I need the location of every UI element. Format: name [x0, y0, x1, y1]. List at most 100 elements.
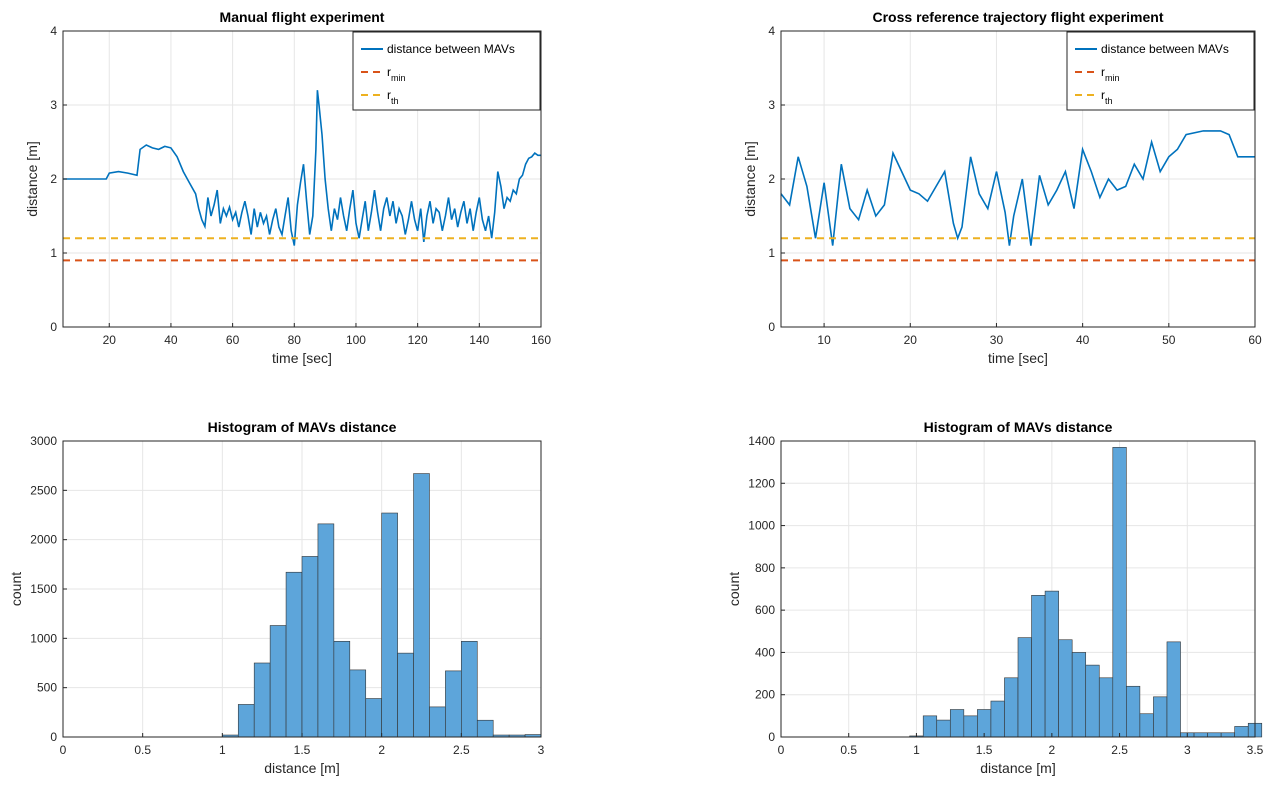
x-tick-label: 3.5 [1247, 743, 1264, 757]
y-axis-label: count [8, 572, 24, 606]
y-tick-label: 3 [768, 98, 775, 112]
histogram-bar [429, 706, 446, 738]
axes-box [780, 440, 1256, 738]
chart-title: Manual flight experiment [220, 9, 385, 25]
histogram-bar [1166, 641, 1181, 738]
histogram-bar [963, 715, 978, 738]
y-tick-label: 1500 [30, 582, 57, 596]
legend-subscript: min [1105, 73, 1120, 83]
y-tick-label: 0 [768, 320, 775, 334]
x-axis-label: time [sec] [988, 350, 1048, 366]
series-line-0 [63, 90, 541, 246]
x-tick-label: 50 [1162, 333, 1176, 347]
x-tick-label: 30 [990, 333, 1004, 347]
x-tick-label: 0.5 [134, 743, 151, 757]
chart-title: Cross reference trajectory flight experi… [873, 9, 1164, 25]
y-tick-label: 2 [768, 172, 775, 186]
x-tick-label: 0 [60, 743, 67, 757]
histogram-bar [1193, 732, 1208, 738]
x-tick-label: 40 [164, 333, 178, 347]
x-tick-label: 60 [1248, 333, 1262, 347]
y-tick-label: 0 [50, 320, 57, 334]
y-axis-label: count [726, 572, 742, 606]
x-tick-label: 160 [531, 333, 551, 347]
x-tick-label: 3 [1184, 743, 1191, 757]
y-axis-label: distance [m] [24, 141, 40, 216]
x-tick-label: 1 [913, 743, 920, 757]
legend-box [1066, 31, 1255, 111]
y-tick-label: 2000 [30, 533, 57, 547]
histogram-bar [1058, 639, 1073, 738]
legend-subscript: min [391, 73, 406, 83]
legend-label: distance between MAVs [387, 42, 515, 56]
x-axis-label: time [sec] [272, 350, 332, 366]
y-tick-label: 1400 [748, 434, 775, 448]
x-tick-label: 20 [904, 333, 918, 347]
histogram-bar [1031, 595, 1046, 738]
x-tick-label: 2 [1049, 743, 1056, 757]
histogram-bar [301, 556, 319, 738]
x-axis-label: distance [m] [264, 760, 339, 776]
histogram-bar [949, 709, 965, 738]
x-tick-label: 40 [1076, 333, 1090, 347]
chart-title: Histogram of MAVs distance [924, 419, 1113, 435]
y-tick-label: 500 [37, 681, 57, 695]
histogram-bar [365, 698, 382, 738]
y-tick-label: 800 [755, 561, 775, 575]
histogram-bar [413, 473, 430, 738]
histogram-bar [1044, 590, 1059, 738]
x-tick-label: 2 [378, 743, 385, 757]
y-tick-label: 600 [755, 603, 775, 617]
histogram-bar [1126, 685, 1141, 738]
histogram-bar [381, 512, 398, 738]
histogram-bar [269, 625, 287, 738]
histogram-bar [977, 709, 992, 738]
y-tick-label: 4 [768, 24, 775, 38]
histogram-bar [936, 719, 951, 738]
x-tick-label: 1 [219, 743, 226, 757]
y-tick-label: 1000 [30, 631, 57, 645]
x-tick-label: 140 [469, 333, 489, 347]
y-tick-label: 2 [50, 172, 57, 186]
histogram-bar [1112, 447, 1127, 738]
histogram-bar [476, 719, 494, 738]
histogram-bar [1085, 664, 1100, 738]
histogram-bar [1207, 732, 1222, 738]
histogram-bar [1004, 677, 1019, 738]
x-tick-label: 3 [538, 743, 545, 757]
histogram-bar [922, 715, 938, 738]
legend-subscript: th [1105, 96, 1113, 106]
histogram-bar [349, 669, 367, 738]
y-tick-label: 1 [50, 246, 57, 260]
histogram-bar [397, 652, 414, 738]
y-tick-label: 1 [768, 246, 775, 260]
histogram-bar [445, 670, 462, 738]
x-tick-label: 1.5 [294, 743, 311, 757]
histogram-bar [253, 662, 271, 738]
histogram-bar [285, 571, 303, 738]
histogram-bar [1098, 677, 1114, 738]
histogram-bar [1153, 696, 1168, 738]
histogram-bar [1071, 652, 1087, 738]
y-tick-label: 0 [768, 730, 775, 744]
histogram-bar [317, 523, 335, 738]
chart-title: Histogram of MAVs distance [208, 419, 397, 435]
y-tick-label: 0 [50, 730, 57, 744]
histogram-bar [1017, 637, 1032, 738]
x-tick-label: 0.5 [840, 743, 857, 757]
histogram-bar [1139, 713, 1154, 738]
x-tick-label: 120 [408, 333, 428, 347]
x-tick-label: 1.5 [976, 743, 993, 757]
x-axis-label: distance [m] [980, 760, 1055, 776]
y-tick-label: 4 [50, 24, 57, 38]
histogram-bar [1234, 726, 1249, 738]
histogram-bar [1220, 732, 1235, 738]
x-tick-label: 0 [778, 743, 785, 757]
x-tick-label: 10 [817, 333, 831, 347]
y-tick-label: 1200 [748, 476, 775, 490]
chart-histogram-cross: 0 0.5 1 1.5 2 2.5 3 3.5 0 200 400 600 800 1000 1200 140… [726, 419, 1264, 776]
histogram-bar [237, 704, 255, 738]
